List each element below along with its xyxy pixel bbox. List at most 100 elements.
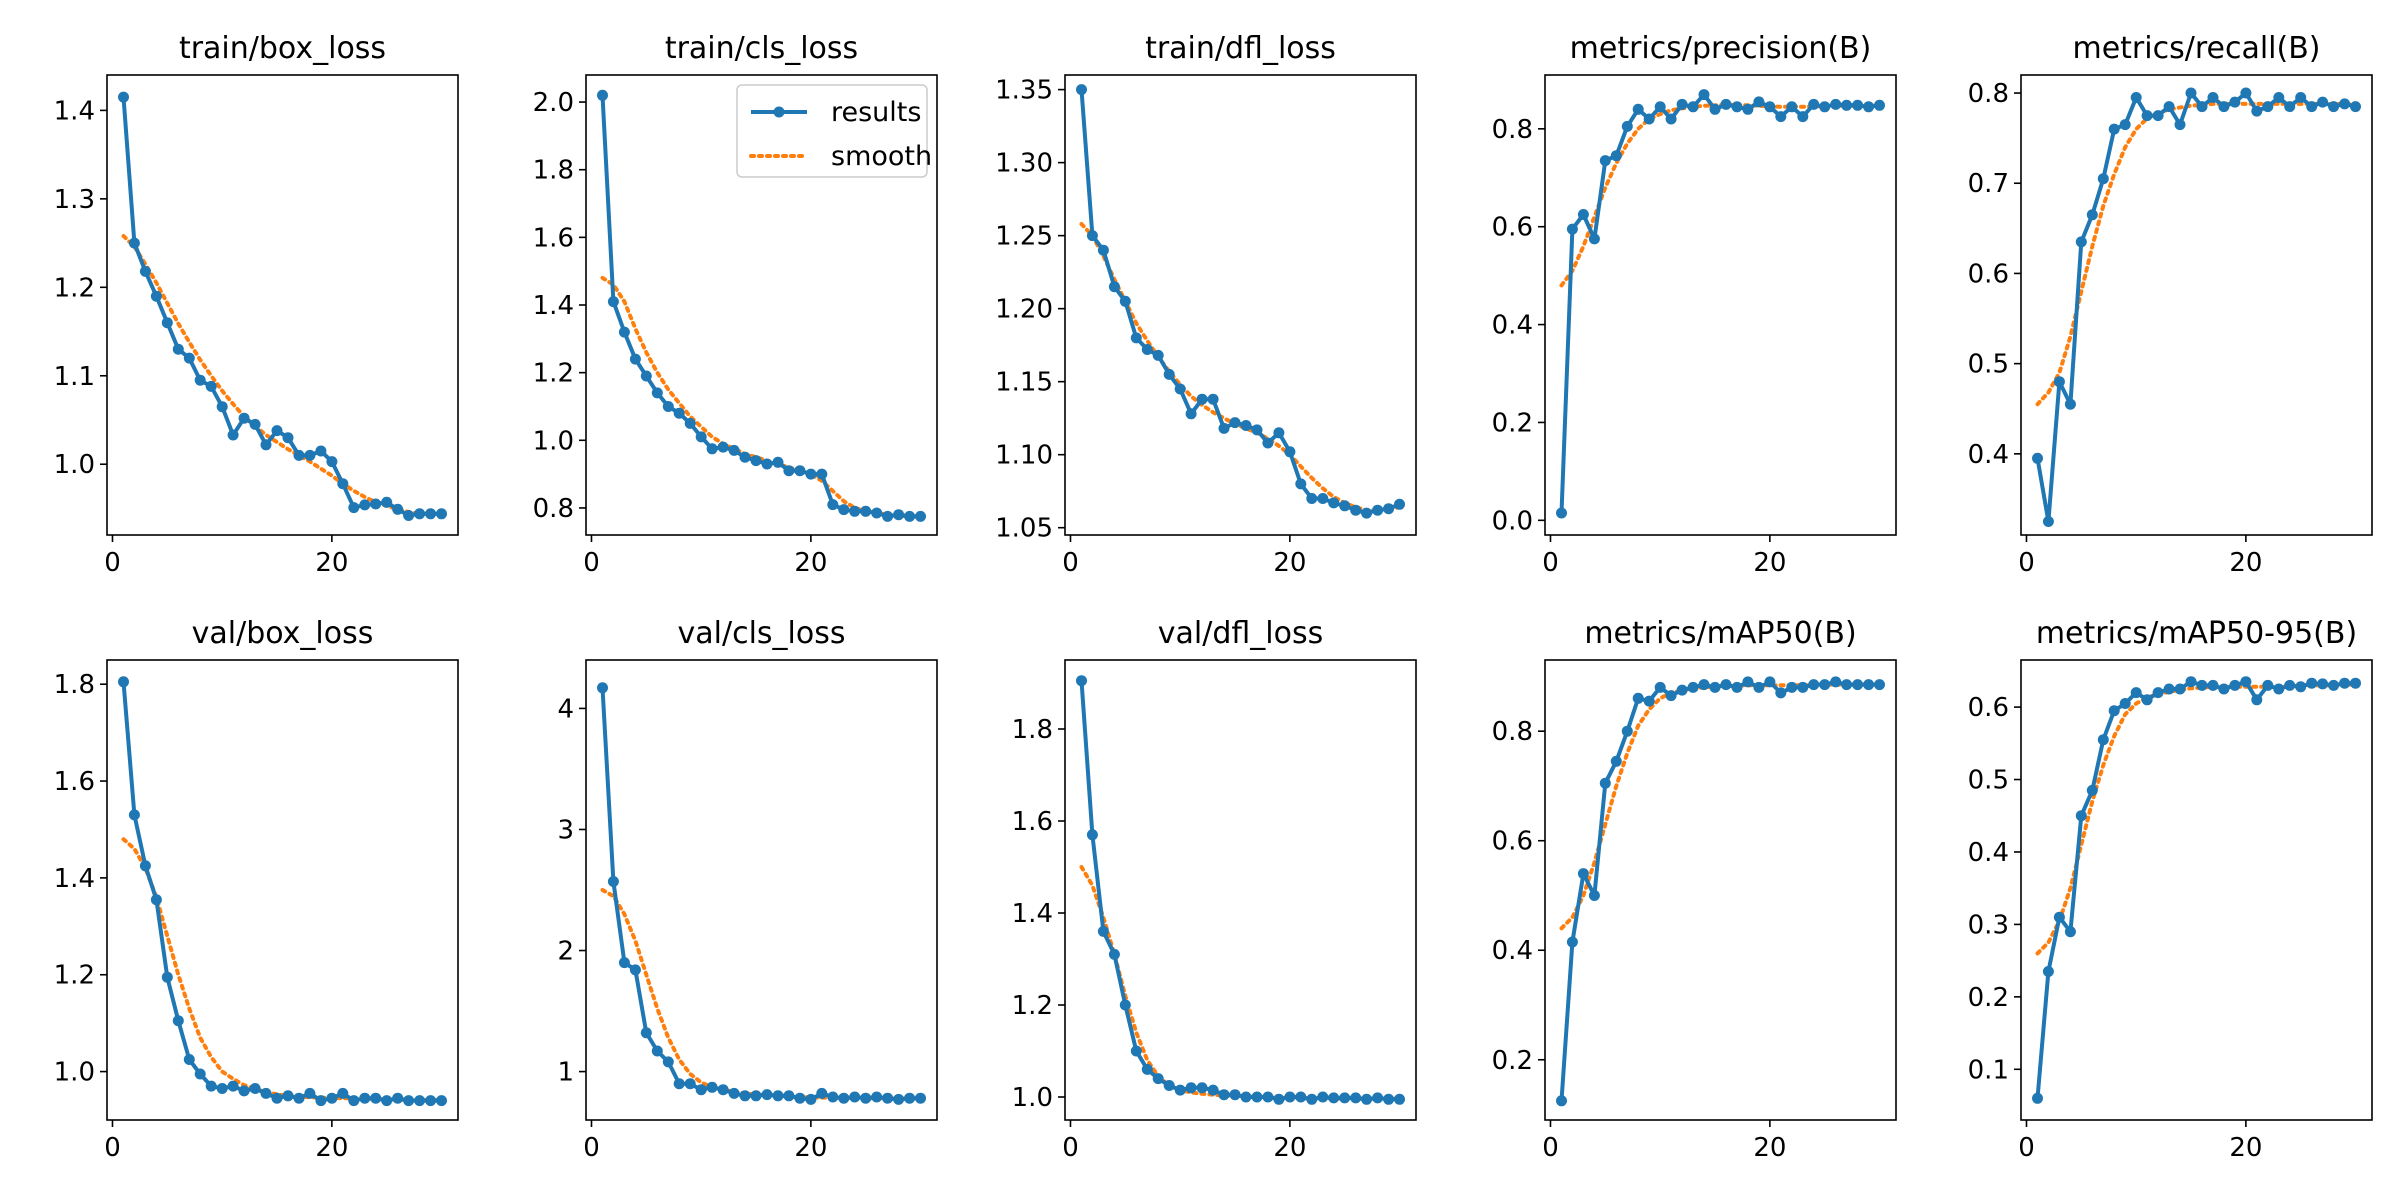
results-point: [1339, 1092, 1351, 1104]
subplot-4: metrics/precision(B) 0.0 0.2 0.4 0.6 0.8 0 20: [1492, 31, 1897, 578]
results-point: [1676, 98, 1688, 110]
y-tick-label: 1.1: [54, 362, 95, 392]
results-point: [673, 1078, 685, 1090]
results-point: [1317, 493, 1329, 504]
results-point: [2207, 92, 2219, 103]
y-tick-label: 1.4: [1012, 899, 1053, 929]
results-point: [1207, 1084, 1219, 1096]
y-tick-label: 3: [557, 815, 574, 845]
y-tick-label: 1.6: [54, 767, 95, 797]
results-point: [414, 508, 426, 520]
results-point: [381, 496, 393, 508]
results-point: [838, 504, 850, 516]
results-point: [118, 676, 129, 688]
x-tick-label: 0: [2018, 548, 2035, 578]
results-point: [717, 441, 729, 453]
results-point: [794, 1092, 806, 1104]
results-point: [597, 89, 608, 101]
y-tick-label: 1.4: [54, 96, 95, 126]
results-point: [161, 971, 173, 983]
y-tick-label: 0.8: [1492, 115, 1533, 145]
axes-frame: [2020, 659, 2373, 1121]
results-point: [1819, 101, 1831, 113]
legend-label: results: [831, 97, 921, 128]
results-point: [2086, 784, 2098, 796]
results-point: [2262, 679, 2274, 691]
y-tick-label: 0.4: [1492, 311, 1533, 341]
results-point: [326, 1092, 338, 1104]
results-point: [717, 1084, 729, 1096]
y-tick-label: 0.8: [1968, 79, 2009, 109]
x-tick-label: 0: [104, 548, 121, 578]
results-point: [2032, 1092, 2043, 1104]
results-point: [1383, 1093, 1395, 1105]
x-tick-label: 0: [104, 1133, 121, 1163]
results-point: [326, 456, 338, 468]
subplot-title: train/dfl_loss: [1145, 31, 1336, 66]
results-point: [1394, 1093, 1405, 1105]
results-point: [392, 1092, 404, 1104]
results-point: [1599, 777, 1611, 789]
results-point: [216, 1083, 228, 1094]
results-point: [337, 478, 349, 490]
results-point: [2119, 119, 2131, 131]
results-point: [183, 352, 195, 364]
results-point: [194, 1068, 206, 1080]
results-point: [1218, 422, 1230, 434]
x-tick-label: 20: [794, 548, 827, 578]
results-point: [414, 1095, 426, 1107]
y-tick-label: 1.6: [1012, 807, 1053, 837]
results-point: [2229, 96, 2241, 108]
results-point: [1797, 681, 1809, 693]
results-point: [1108, 281, 1120, 293]
results-line: [2035, 91, 2356, 524]
results-point: [2196, 679, 2208, 691]
results-point: [2262, 101, 2274, 113]
results-point: [662, 1056, 674, 1068]
results-point: [1295, 1091, 1307, 1103]
results-point: [1251, 1091, 1263, 1103]
results-point: [618, 957, 630, 969]
y-tick-label: 0.2: [1492, 1046, 1533, 1076]
x-tick-label: 0: [583, 1133, 600, 1163]
results-point: [315, 1095, 327, 1107]
results-point: [1141, 1063, 1153, 1075]
results-point: [739, 451, 751, 463]
results-point: [1720, 679, 1732, 691]
x-tick-label: 0: [1062, 1133, 1079, 1163]
results-point: [1797, 111, 1809, 123]
results-point: [1665, 690, 1677, 702]
subplot-title: val/dfl_loss: [1158, 616, 1323, 651]
results-point: [2108, 705, 2120, 717]
results-point: [128, 237, 140, 249]
results-point: [2251, 694, 2263, 706]
results-point: [597, 682, 608, 694]
results-point: [293, 1092, 305, 1104]
subplot-8: val/dfl_loss 1.0 1.2 1.4 1.6 1.8 0 20: [1012, 616, 1417, 1163]
results-point: [1742, 103, 1754, 115]
results-point: [1306, 493, 1318, 504]
smooth-line: [1559, 102, 1882, 288]
results-point: [315, 445, 327, 457]
x-tick-label: 0: [2018, 1133, 2035, 1163]
results-point: [205, 380, 217, 392]
results-point: [1295, 478, 1307, 490]
results-point: [673, 407, 685, 419]
axes-frame: [1064, 659, 1417, 1121]
results-point: [1764, 676, 1776, 688]
results-point: [607, 876, 619, 887]
results-point: [2185, 676, 2197, 688]
results-point: [761, 1089, 773, 1101]
results-point: [1786, 681, 1798, 693]
results-point: [1665, 113, 1677, 125]
results-point: [2042, 966, 2054, 977]
results-point: [860, 1092, 872, 1104]
results-point: [118, 91, 129, 103]
results-point: [1328, 497, 1340, 509]
results-point: [1654, 101, 1666, 113]
results-point: [2119, 698, 2131, 709]
results-point: [1262, 437, 1274, 449]
results-point: [904, 510, 916, 522]
y-tick-label: 1.2: [533, 359, 574, 389]
results-point: [2108, 123, 2120, 135]
